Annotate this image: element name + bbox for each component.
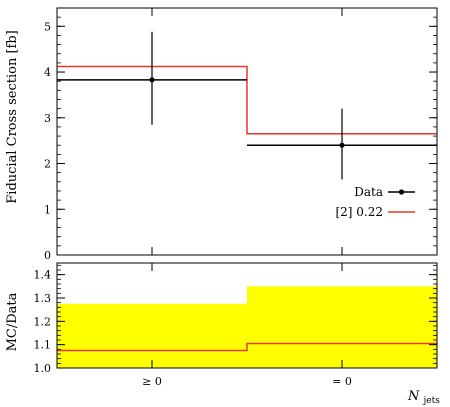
ratio-uncertainty-band <box>57 303 247 368</box>
main-y-tick-label: 3 <box>44 112 51 125</box>
main-y-tick-label: 4 <box>44 66 51 79</box>
ratio-frame <box>56 262 438 369</box>
x-axis-label-sub: jets <box>423 396 441 406</box>
ratio-mc-step-line <box>57 342 437 352</box>
ratio-y-tick-label: 1.3 <box>34 292 52 305</box>
x-tick-label: = 0 <box>332 375 352 388</box>
x-axis-label-main: N <box>407 389 420 404</box>
x-axis-label: N jets <box>407 389 440 406</box>
data-point <box>149 77 155 83</box>
main-y-axis-label: Fiducial Cross section [fb] <box>5 30 20 203</box>
main-y-tick-label: 0 <box>44 249 51 262</box>
main-frame <box>56 7 438 256</box>
legend-symbol-data-point <box>398 189 405 195</box>
main-y-tick-label: 5 <box>44 20 51 33</box>
ratio-y-tick-label: 1.0 <box>34 362 52 375</box>
legend: Data [2] 0.22 <box>335 185 415 219</box>
main-y-tick-label: 2 <box>44 158 51 171</box>
ratio-y-axis-label: MC/Data <box>5 292 20 351</box>
data-point <box>339 142 345 148</box>
ratio-y-tick-label: 1.1 <box>34 339 52 352</box>
legend-label-mc: [2] 0.22 <box>335 205 383 219</box>
main-y-tick-label: 1 <box>44 203 51 216</box>
legend-label-data: Data <box>354 185 383 199</box>
ratio-panel: 1.0 1.1 1.2 1.3 1.4 ≥ 0 = 0 <box>34 262 438 388</box>
x-tick-label: ≥ 0 <box>142 375 162 388</box>
ratio-y-tick-label: 1.4 <box>34 269 52 282</box>
ratio-uncertainty-band <box>247 286 437 368</box>
main-panel: 0 1 2 3 4 5 Data [2] 0.22 <box>44 7 438 262</box>
mc-prediction-step-line <box>57 65 437 135</box>
ratio-y-tick-label: 1.2 <box>34 315 52 328</box>
